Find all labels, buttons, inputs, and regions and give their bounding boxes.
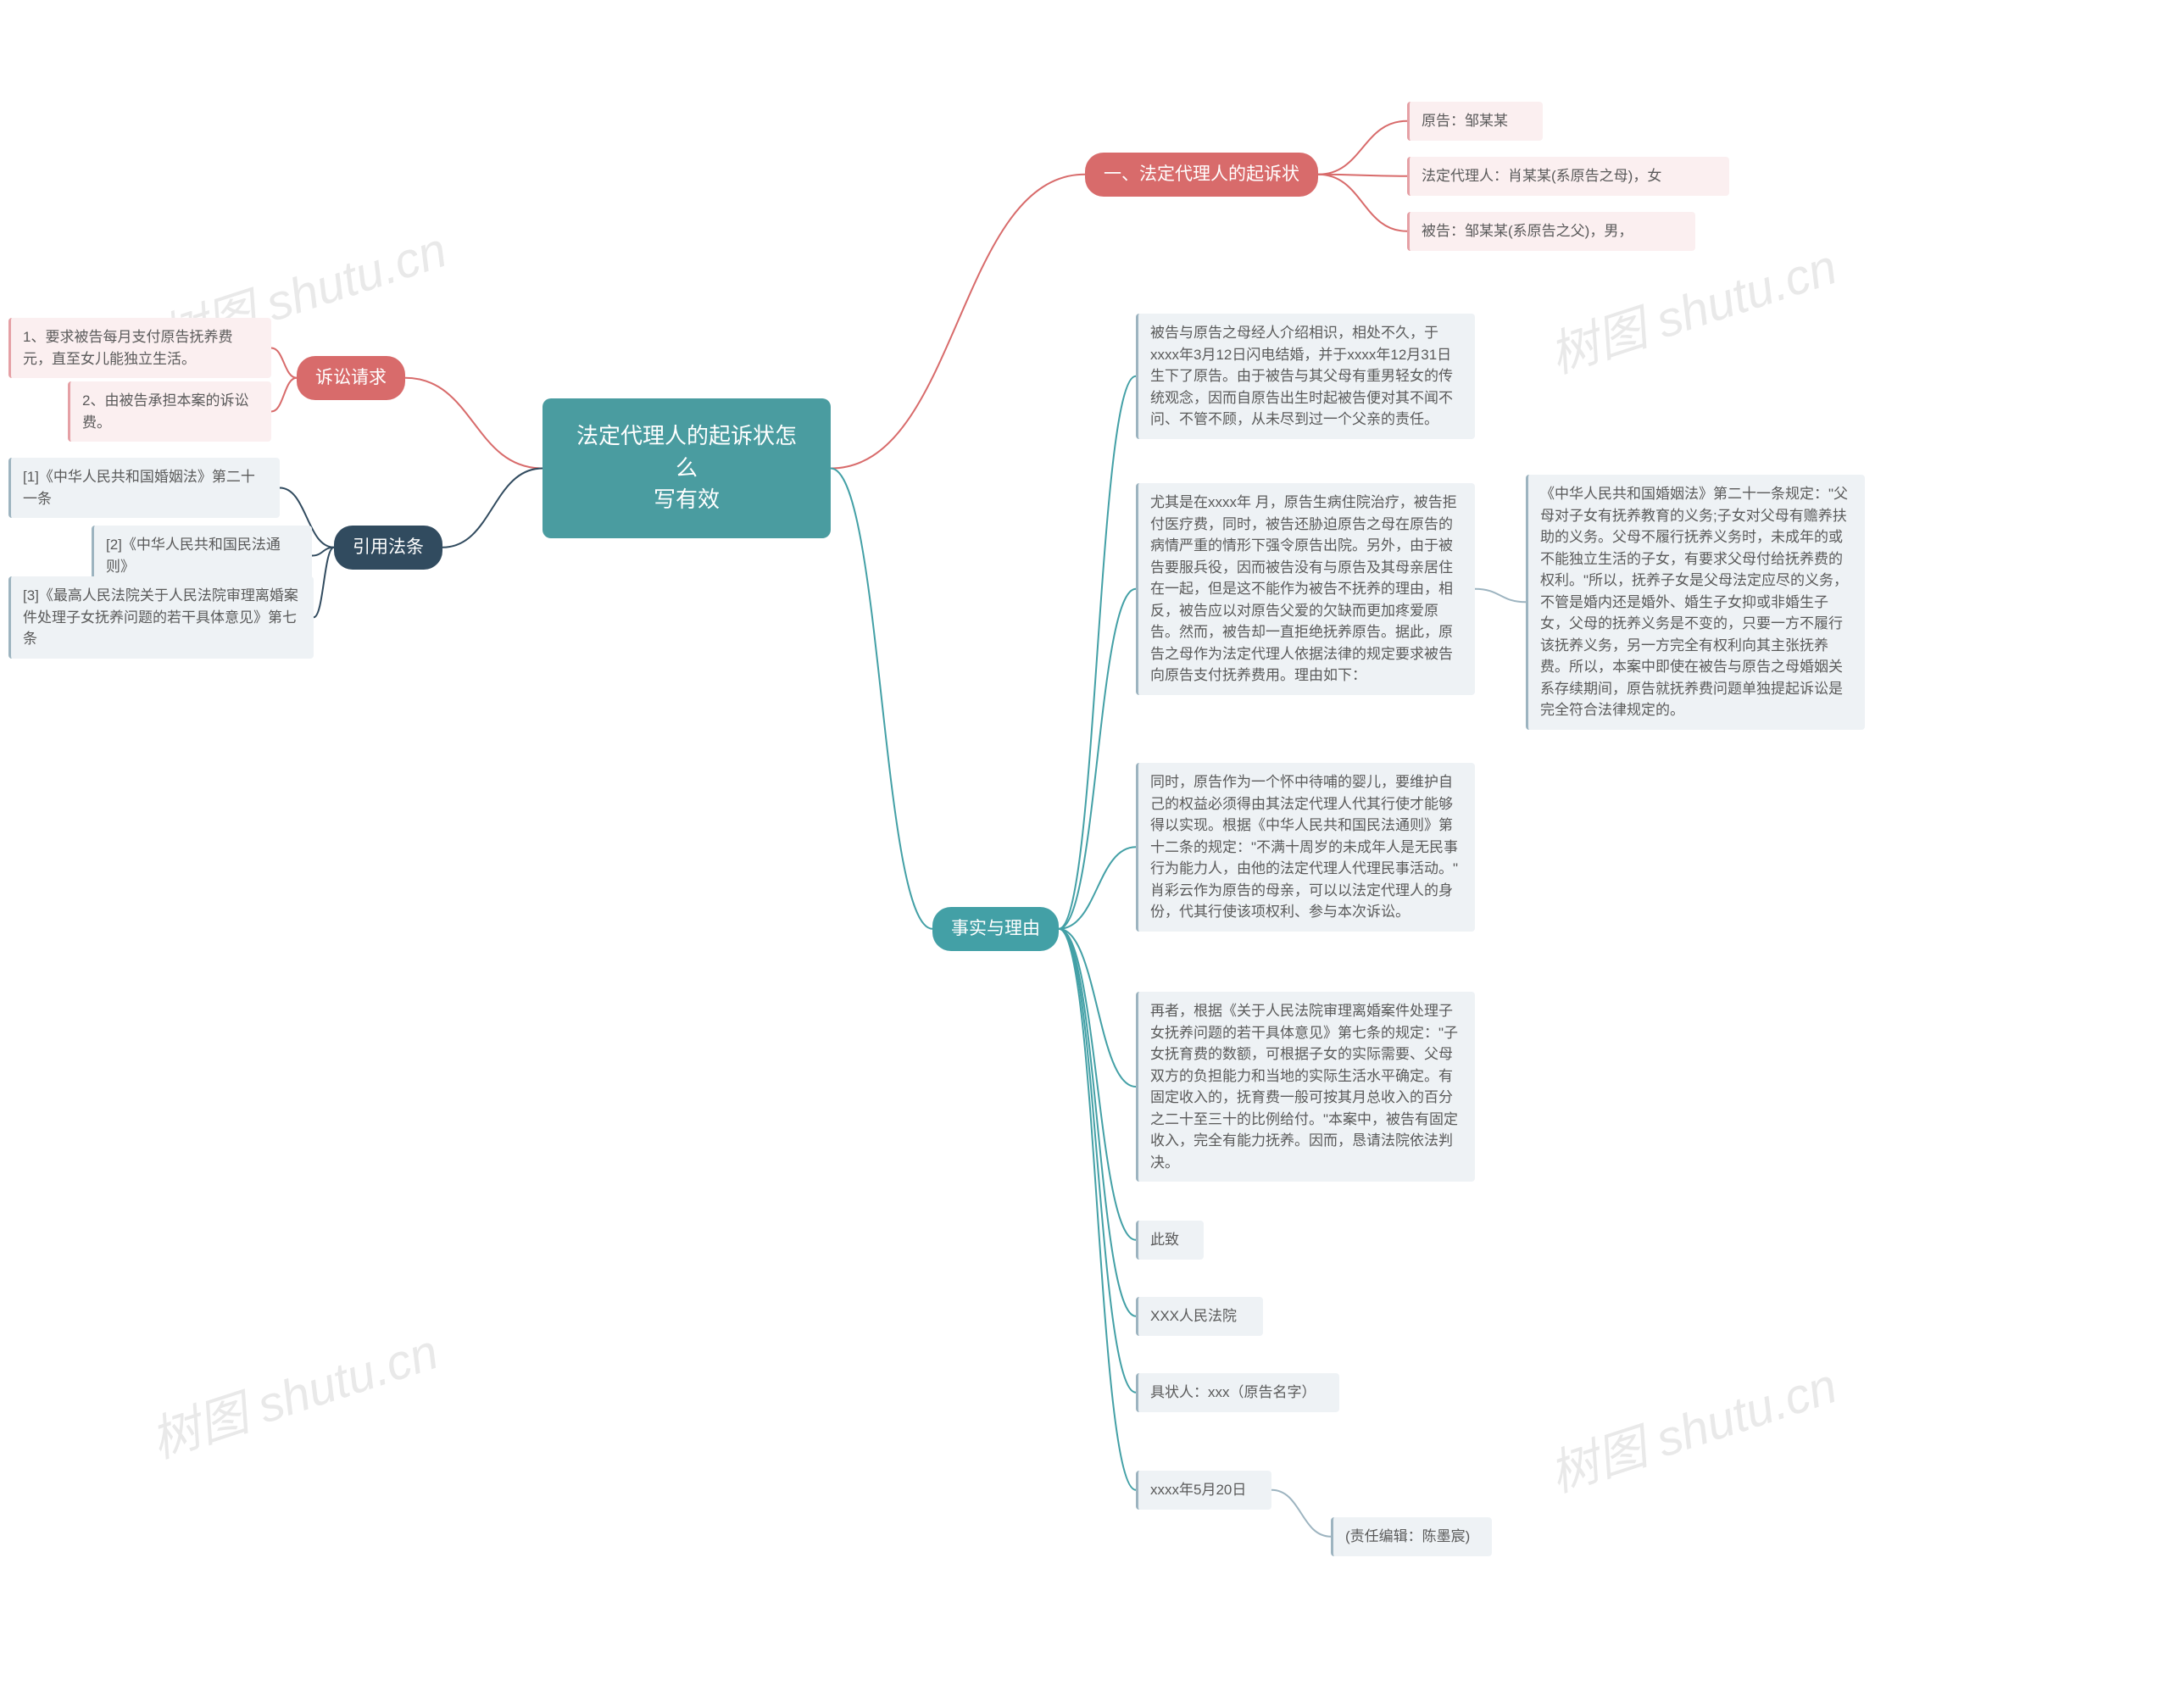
leaf-node[interactable]: 被告：邹某某(系原告之父)，男， bbox=[1407, 212, 1695, 251]
leaf-node[interactable]: 2、由被告承担本案的诉讼费。 bbox=[68, 381, 271, 442]
leaf-node[interactable]: 再者，根据《关于人民法院审理离婚案件处理子女抚养问题的若干具体意见》第七条的规定… bbox=[1136, 992, 1475, 1182]
leaf-node[interactable]: 1、要求被告每月支付原告抚养费 元，直至女儿能独立生活。 bbox=[8, 318, 271, 378]
leaf-node[interactable]: 同时，原告作为一个怀中待哺的婴儿，要维护自己的权益必须得由其法定代理人代其行使才… bbox=[1136, 763, 1475, 932]
root-line2: 写有效 bbox=[654, 487, 720, 512]
root-node[interactable]: 法定代理人的起诉状怎么 写有效 bbox=[542, 398, 831, 538]
watermark: 树图 shutu.cn bbox=[1539, 1346, 1844, 1505]
leaf-node[interactable]: 具状人：xxx（原告名字） bbox=[1136, 1373, 1339, 1412]
branch-laws[interactable]: 引用法条 bbox=[334, 526, 442, 570]
root-line1: 法定代理人的起诉状怎么 bbox=[576, 423, 797, 481]
branch-complaint[interactable]: 一、法定代理人的起诉状 bbox=[1085, 153, 1318, 197]
leaf-node[interactable]: XXX人民法院 bbox=[1136, 1297, 1263, 1336]
leaf-node[interactable]: [1]《中华人民共和国婚姻法》第二十一条 bbox=[8, 458, 280, 518]
branch-label: 事实与理由 bbox=[951, 919, 1040, 938]
branch-facts[interactable]: 事实与理由 bbox=[932, 907, 1059, 951]
branch-label: 一、法定代理人的起诉状 bbox=[1104, 164, 1299, 184]
leaf-node[interactable]: (责任编辑：陈墨宸) bbox=[1331, 1517, 1492, 1556]
branch-label: 诉讼请求 bbox=[315, 368, 387, 387]
leaf-node[interactable]: xxxx年5月20日 bbox=[1136, 1471, 1271, 1510]
branch-label: 引用法条 bbox=[353, 537, 424, 557]
leaf-node[interactable]: 《中华人民共和国婚姻法》第二十一条规定："父母对子女有抚养教育的义务;子女对父母… bbox=[1526, 475, 1865, 730]
watermark: 树图 shutu.cn bbox=[141, 1312, 446, 1472]
watermark: 树图 shutu.cn bbox=[1539, 227, 1844, 387]
leaf-node[interactable]: 法定代理人：肖某某(系原告之母)，女 bbox=[1407, 157, 1729, 196]
edge-layer bbox=[0, 0, 2170, 1708]
branch-claims[interactable]: 诉讼请求 bbox=[297, 356, 405, 400]
leaf-node[interactable]: 此致 bbox=[1136, 1221, 1204, 1260]
leaf-node[interactable]: 被告与原告之母经人介绍相识，相处不久，于xxxx年3月12日闪电结婚，并于xxx… bbox=[1136, 314, 1475, 439]
leaf-node[interactable]: 尤其是在xxxx年 月，原告生病住院治疗，被告拒付医疗费，同时，被告还胁迫原告之… bbox=[1136, 483, 1475, 695]
leaf-node[interactable]: [3]《最高人民法院关于人民法院审理离婚案件处理子女抚养问题的若干具体意见》第七… bbox=[8, 576, 314, 659]
leaf-node[interactable]: 原告：邹某某 bbox=[1407, 102, 1543, 141]
